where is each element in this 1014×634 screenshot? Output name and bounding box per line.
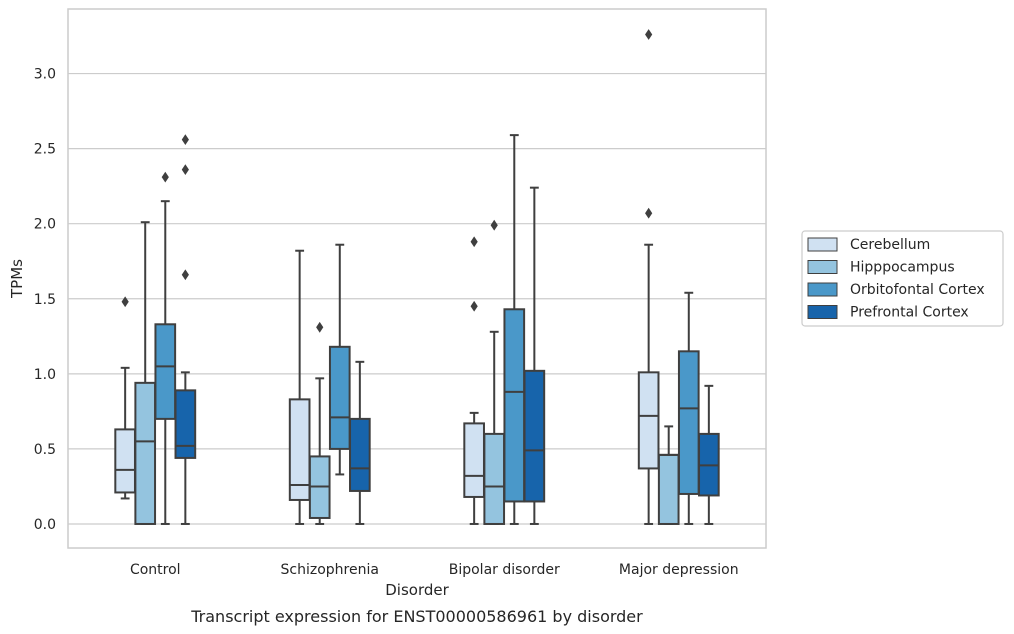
box-1-2 xyxy=(483,219,506,525)
legend-label: Orbitofontal Cortex xyxy=(850,282,985,298)
y-tick-label: 3.0 xyxy=(34,67,56,83)
x-tick-label: Control xyxy=(130,562,181,578)
x-tick-label: Schizophrenia xyxy=(281,562,379,578)
legend-label: Hipppocampus xyxy=(850,260,955,276)
x-axis-label: Disorder xyxy=(385,581,449,599)
y-axis-label: TPMs xyxy=(8,259,26,299)
box xyxy=(114,428,136,494)
box-2-3 xyxy=(677,291,700,525)
box xyxy=(503,308,526,503)
box-0-1 xyxy=(288,249,311,525)
box-3-2 xyxy=(523,186,546,525)
outlier-point xyxy=(645,207,653,219)
legend-swatch xyxy=(807,282,838,297)
legend: Cerebellum Hipppocampus Orbitofontal Corte… xyxy=(801,230,1004,327)
box xyxy=(657,453,680,525)
box xyxy=(288,398,311,501)
box-0-3 xyxy=(637,29,660,525)
box xyxy=(677,350,700,495)
x-tick-labels: Control Schizophrenia Bipolar disorder Majo… xyxy=(130,562,739,578)
box xyxy=(463,422,485,498)
box-3-0 xyxy=(174,134,197,525)
outlier-point xyxy=(181,269,189,281)
y-tick-labels: 0.0 0.5 1.0 1.5 2.0 2.5 3.0 xyxy=(34,67,56,533)
outlier-point xyxy=(470,300,478,312)
y-tick-label: 2.0 xyxy=(34,217,56,233)
box xyxy=(637,371,660,470)
box-3-1 xyxy=(349,360,371,525)
box xyxy=(349,417,371,492)
box-1-1 xyxy=(308,321,331,525)
box xyxy=(134,381,157,525)
outlier-point xyxy=(161,171,169,183)
outlier-point xyxy=(181,164,189,176)
legend-swatch xyxy=(807,305,838,319)
y-tick-label: 0.5 xyxy=(34,442,56,458)
plot-frame xyxy=(67,8,767,549)
y-tick-label: 0.0 xyxy=(34,517,56,533)
x-tick-label: Bipolar disorder xyxy=(449,562,560,578)
outlier-point xyxy=(181,134,189,146)
outlier-point xyxy=(121,296,129,308)
box-3-3 xyxy=(698,384,720,525)
outlier-point xyxy=(470,236,478,248)
outlier-point xyxy=(316,321,324,333)
legend-swatch xyxy=(807,237,838,252)
legend-label: Prefrontal Cortex xyxy=(850,305,969,321)
box-2-0 xyxy=(154,171,177,525)
y-tick-label: 2.5 xyxy=(34,142,56,158)
y-tick-label: 1.0 xyxy=(34,367,56,383)
boxes xyxy=(114,29,720,525)
outlier-point xyxy=(645,29,653,40)
box xyxy=(328,345,351,450)
box xyxy=(483,432,506,525)
chart-caption: Transcript expression for ENST0000058696… xyxy=(190,607,643,626)
outlier-point xyxy=(490,219,498,231)
box xyxy=(174,389,197,459)
legend-swatch xyxy=(807,260,838,274)
box-2-1 xyxy=(328,243,351,476)
y-tick-label: 1.5 xyxy=(34,292,56,308)
box xyxy=(154,323,177,420)
box-0-2 xyxy=(463,236,485,525)
box-0-0 xyxy=(114,296,136,500)
legend-label: Cerebellum xyxy=(850,237,930,253)
x-tick-label: Major depression xyxy=(619,562,739,578)
legend-frame xyxy=(801,230,1004,327)
box-1-0 xyxy=(134,221,157,525)
box xyxy=(523,369,546,503)
box-1-3 xyxy=(657,425,680,525)
box-2-2 xyxy=(503,134,526,525)
